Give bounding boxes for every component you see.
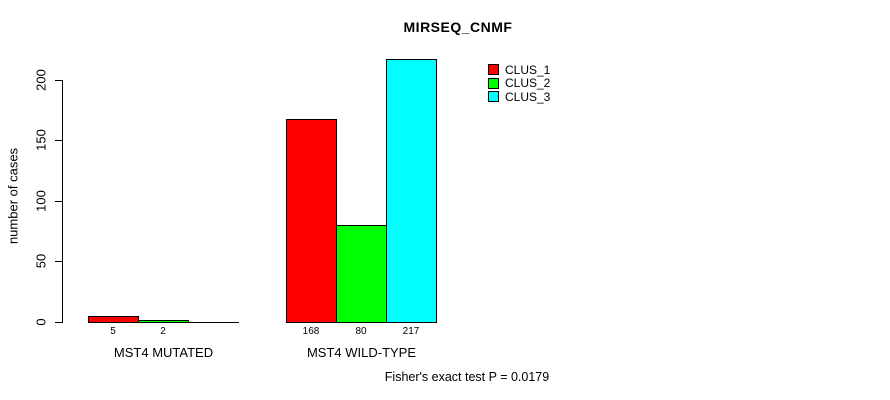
bar-value-label: 2	[160, 326, 166, 337]
legend-item-clus1: CLUS_1	[488, 63, 550, 77]
y-axis-tick-label: 100	[33, 190, 49, 212]
y-axis-tick-label: 200	[33, 69, 49, 91]
legend-label: CLUS_2	[505, 76, 551, 91]
legend-label: CLUS_1	[505, 62, 551, 77]
y-axis-tick-label: 0	[33, 318, 49, 326]
bar-value-label: 217	[402, 326, 420, 337]
y-axis-tick-label: 150	[33, 129, 49, 151]
bar-clus_1-mutated	[88, 316, 139, 323]
legend-item-clus2: CLUS_2	[488, 77, 550, 91]
legend-swatch-red	[488, 64, 499, 76]
y-axis-tick	[55, 140, 62, 141]
legend-item-clus3: CLUS_3	[488, 90, 550, 104]
x-category-label-mutated: MST4 MUTATED	[113, 345, 214, 360]
bar-clus_1-wildtype	[286, 119, 337, 323]
legend-swatch-cyan	[488, 91, 499, 103]
y-axis-tick	[55, 322, 62, 323]
legend-swatch-green	[488, 77, 499, 89]
chart-title: MIRSEQ_CNMF	[403, 19, 513, 35]
legend-label: CLUS_3	[505, 89, 551, 104]
bar-value-label: 5	[110, 326, 116, 337]
y-axis-tick	[55, 201, 62, 202]
fishers-test-footnote: Fisher's exact test P = 0.0179	[384, 370, 550, 384]
bar-clus_2-wildtype	[336, 225, 387, 323]
y-axis-tick	[55, 261, 62, 262]
legend: CLUS_1 CLUS_2 CLUS_3	[488, 63, 550, 104]
y-axis-tick	[55, 80, 62, 81]
bar-value-label: 168	[302, 326, 320, 337]
bar-clus_3-wildtype	[386, 59, 437, 323]
bar-value-label: 80	[355, 326, 367, 337]
x-category-label-wildtype: MST4 WILD-TYPE	[306, 345, 417, 360]
y-axis-line	[62, 80, 63, 323]
y-axis-tick-label: 50	[33, 253, 49, 269]
bar-clus_2-mutated	[138, 320, 189, 323]
y-axis-label: number of cases	[5, 147, 21, 245]
